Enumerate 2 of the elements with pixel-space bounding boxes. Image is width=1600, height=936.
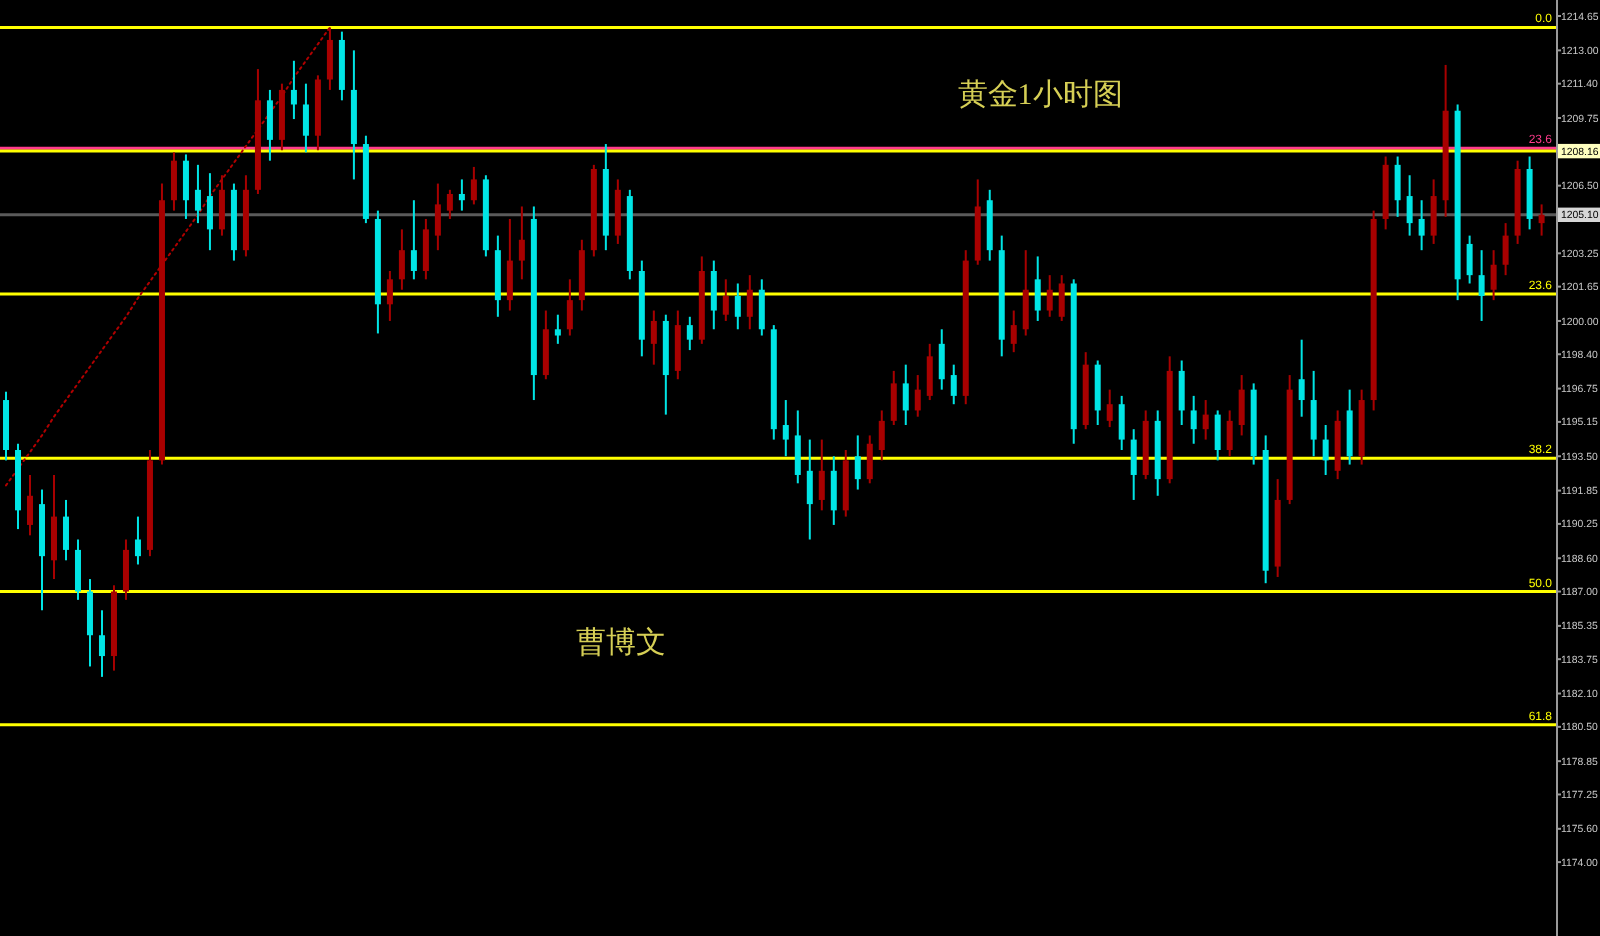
title: 黄金1小时图: [957, 80, 1123, 112]
annotation: 曹博文: [576, 628, 666, 660]
